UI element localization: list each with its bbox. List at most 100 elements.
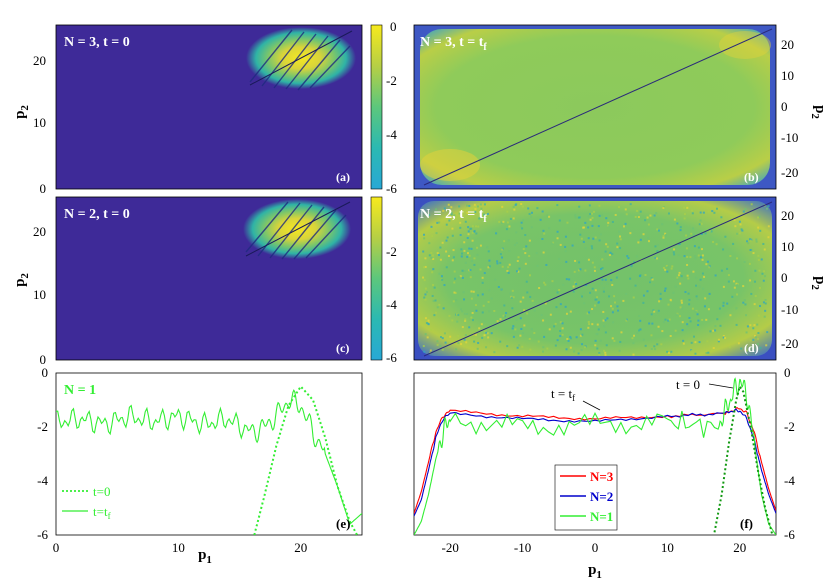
speckle bbox=[624, 222, 627, 225]
speckle bbox=[673, 253, 676, 256]
speckle bbox=[435, 208, 438, 211]
speckle bbox=[446, 236, 449, 239]
speckle bbox=[430, 225, 433, 228]
speckle bbox=[479, 203, 482, 206]
speckle bbox=[680, 301, 683, 304]
speckle bbox=[748, 238, 751, 241]
speckle bbox=[678, 315, 681, 318]
speckle bbox=[544, 302, 547, 305]
colorbar-tick: -2 bbox=[386, 73, 397, 88]
speckle bbox=[484, 215, 487, 218]
plateau-region bbox=[420, 29, 770, 185]
speckle bbox=[707, 296, 710, 299]
speckle bbox=[502, 314, 505, 317]
speckle bbox=[649, 281, 652, 284]
speckle bbox=[654, 256, 657, 259]
speckle bbox=[475, 309, 478, 312]
speckle bbox=[548, 215, 551, 218]
speckle bbox=[584, 346, 587, 349]
speckle bbox=[477, 294, 480, 297]
speckle bbox=[704, 297, 707, 300]
speckle bbox=[516, 346, 519, 349]
speckle bbox=[424, 317, 427, 320]
tick-label: 20 bbox=[781, 208, 794, 223]
speckle bbox=[432, 268, 435, 271]
speckle bbox=[583, 302, 586, 305]
speckle bbox=[580, 349, 583, 352]
speckle bbox=[755, 238, 758, 241]
speckle bbox=[740, 347, 743, 350]
speckle bbox=[431, 235, 434, 238]
plateau-region bbox=[418, 201, 772, 356]
speckle bbox=[584, 269, 587, 272]
speckle bbox=[724, 336, 727, 339]
speckle bbox=[473, 340, 476, 343]
speckle bbox=[625, 319, 628, 322]
speckle bbox=[589, 218, 592, 221]
speckle bbox=[433, 286, 436, 289]
speckle bbox=[686, 263, 689, 266]
speckle bbox=[619, 340, 622, 343]
speckle bbox=[749, 279, 752, 282]
speckle bbox=[745, 331, 748, 334]
speckle bbox=[605, 217, 608, 220]
speckle bbox=[601, 258, 604, 261]
tick-label: 10 bbox=[781, 239, 794, 254]
speckle bbox=[742, 301, 745, 304]
speckle bbox=[522, 248, 525, 251]
speckle bbox=[760, 258, 763, 261]
speckle bbox=[651, 322, 654, 325]
speckle bbox=[423, 233, 426, 236]
speckle bbox=[579, 334, 582, 337]
speckle bbox=[471, 319, 474, 322]
speckle bbox=[565, 278, 568, 281]
speckle bbox=[464, 334, 467, 337]
speckle bbox=[450, 206, 453, 209]
speckle bbox=[764, 275, 767, 278]
speckle bbox=[480, 323, 483, 326]
speckle bbox=[556, 237, 559, 240]
speckle bbox=[452, 249, 455, 252]
speckle bbox=[578, 261, 581, 264]
speckle bbox=[460, 252, 463, 255]
panel-b-tag: (b) bbox=[744, 170, 759, 184]
speckle bbox=[564, 245, 567, 248]
speckle bbox=[503, 304, 506, 307]
speckle bbox=[432, 299, 435, 302]
speckle bbox=[453, 281, 456, 284]
speckle bbox=[666, 350, 669, 353]
speckle bbox=[591, 287, 594, 290]
speckle bbox=[663, 289, 666, 292]
speckle bbox=[479, 244, 482, 247]
speckle bbox=[715, 243, 718, 246]
speckle bbox=[511, 289, 514, 292]
speckle bbox=[506, 221, 509, 224]
speckle bbox=[559, 335, 562, 338]
speckle bbox=[764, 302, 767, 305]
speckle bbox=[637, 216, 640, 219]
speckle bbox=[513, 243, 516, 246]
speckle bbox=[520, 203, 523, 206]
speckle bbox=[571, 244, 574, 247]
speckle bbox=[515, 231, 518, 234]
speckle bbox=[515, 318, 518, 321]
speckle bbox=[505, 228, 508, 231]
panel-d-title: N = 2, t = tf bbox=[420, 207, 487, 225]
speckle bbox=[743, 299, 746, 302]
speckle bbox=[515, 242, 518, 245]
speckle bbox=[500, 287, 503, 290]
speckle bbox=[611, 283, 614, 286]
speckle bbox=[476, 205, 479, 208]
speckle bbox=[588, 311, 591, 314]
panel-a-tag: (a) bbox=[336, 170, 350, 184]
speckle bbox=[559, 329, 562, 332]
annotation-t0: t = 0 bbox=[676, 377, 700, 392]
speckle bbox=[602, 310, 605, 313]
speckle bbox=[542, 229, 545, 232]
speckle bbox=[690, 349, 693, 352]
speckle bbox=[700, 222, 703, 225]
speckle bbox=[662, 236, 665, 239]
speckle bbox=[508, 225, 511, 228]
speckle bbox=[639, 319, 642, 322]
speckle bbox=[606, 317, 609, 320]
